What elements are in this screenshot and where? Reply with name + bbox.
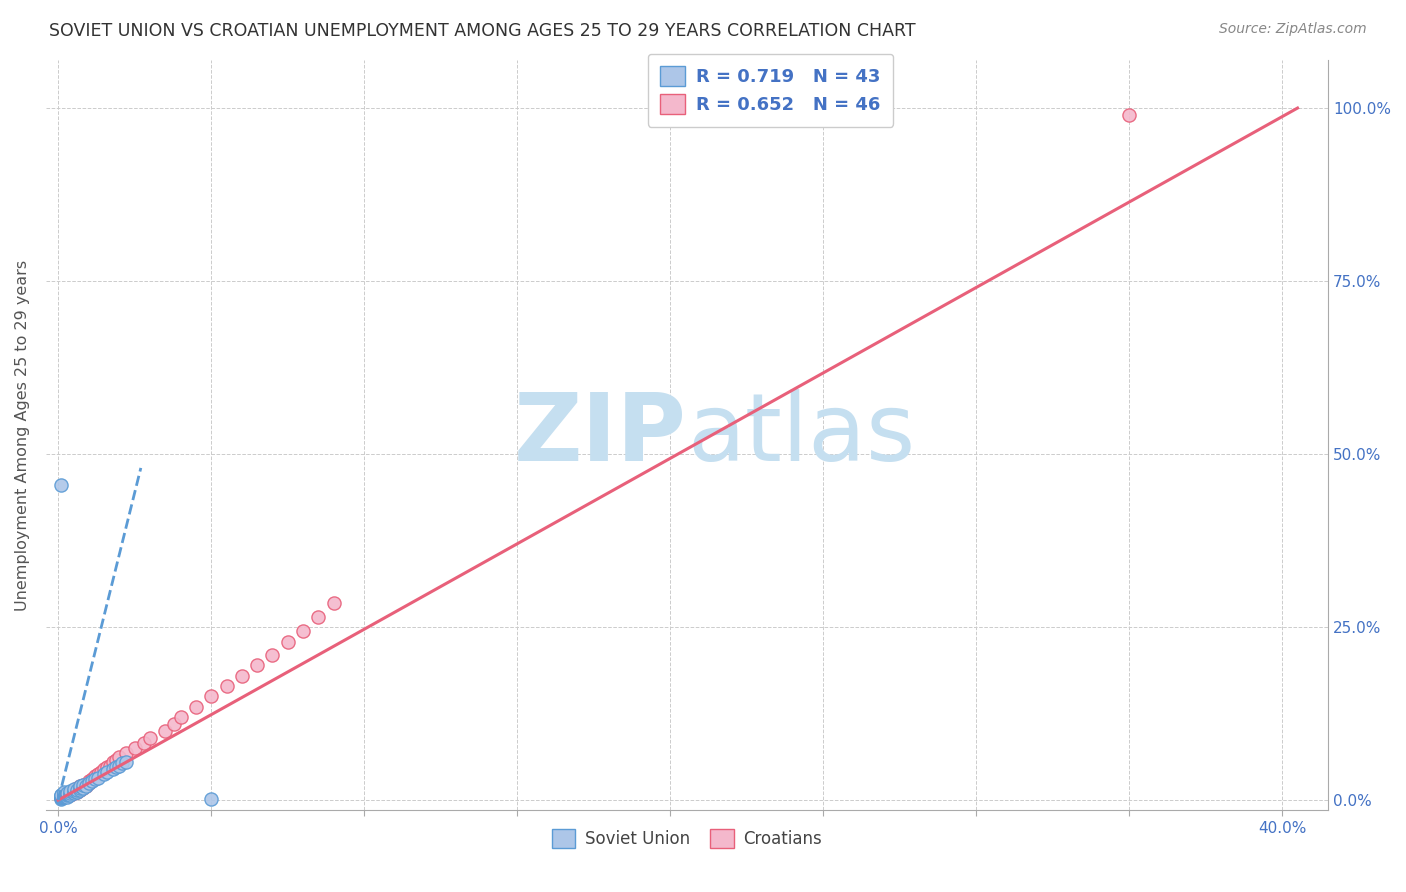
Point <box>231 668 253 682</box>
Point <box>163 717 186 731</box>
Point <box>51 789 73 803</box>
Point <box>51 789 73 804</box>
Point <box>75 779 97 793</box>
Point <box>215 679 238 693</box>
Point <box>124 741 146 756</box>
Point <box>87 767 110 781</box>
Point <box>114 755 136 769</box>
Point <box>84 769 107 783</box>
Point <box>59 786 82 800</box>
Point <box>200 690 222 704</box>
Point <box>114 746 136 760</box>
Point <box>80 772 103 787</box>
Point <box>84 772 107 787</box>
Point <box>59 785 82 799</box>
Point <box>69 779 91 793</box>
Point <box>51 788 73 802</box>
Point <box>200 791 222 805</box>
Point <box>65 785 87 799</box>
Point <box>103 762 125 776</box>
Point <box>62 784 84 798</box>
Point <box>72 778 94 792</box>
Point <box>77 773 100 788</box>
Point <box>56 789 79 803</box>
Point <box>108 758 131 772</box>
Point <box>103 755 125 769</box>
Point <box>87 771 110 785</box>
Point <box>53 790 76 805</box>
Point <box>111 756 134 771</box>
Point <box>62 786 84 800</box>
Legend: Soviet Union, Croatians: Soviet Union, Croatians <box>546 822 830 855</box>
Point <box>56 785 79 799</box>
Point <box>246 658 269 673</box>
Text: SOVIET UNION VS CROATIAN UNEMPLOYMENT AMONG AGES 25 TO 29 YEARS CORRELATION CHAR: SOVIET UNION VS CROATIAN UNEMPLOYMENT AM… <box>49 22 915 40</box>
Point <box>51 790 73 805</box>
Point <box>90 765 112 780</box>
Point <box>98 758 121 772</box>
Point <box>53 785 76 799</box>
Point <box>105 760 128 774</box>
Point <box>307 609 329 624</box>
Point <box>77 776 100 790</box>
Point <box>75 779 97 793</box>
Point <box>108 750 131 764</box>
Point <box>51 478 73 492</box>
Point <box>69 782 91 797</box>
Point <box>51 789 73 803</box>
Point <box>105 753 128 767</box>
Point <box>77 776 100 790</box>
Point <box>72 780 94 795</box>
Point <box>53 789 76 804</box>
Point <box>62 786 84 800</box>
Point <box>53 786 76 800</box>
Point <box>96 760 118 774</box>
Point <box>69 779 91 793</box>
Point <box>56 786 79 800</box>
Point <box>56 789 79 803</box>
Point <box>80 773 103 788</box>
Point <box>93 767 115 781</box>
Point <box>56 789 79 804</box>
Point <box>51 791 73 805</box>
Point <box>51 791 73 805</box>
Text: atlas: atlas <box>688 389 915 481</box>
Point <box>184 699 207 714</box>
Point <box>155 723 177 738</box>
Point <box>72 778 94 792</box>
Point <box>262 648 284 662</box>
Point <box>59 788 82 802</box>
Point <box>139 731 162 745</box>
Point <box>72 780 94 795</box>
Point <box>51 791 73 805</box>
Point <box>62 782 84 797</box>
Point <box>132 736 155 750</box>
Text: Source: ZipAtlas.com: Source: ZipAtlas.com <box>1219 22 1367 37</box>
Y-axis label: Unemployment Among Ages 25 to 29 years: Unemployment Among Ages 25 to 29 years <box>15 260 30 611</box>
Point <box>56 787 79 801</box>
Point <box>322 596 344 610</box>
Point <box>65 782 87 797</box>
Point <box>292 624 315 638</box>
Point <box>1118 108 1140 122</box>
Point <box>62 782 84 797</box>
Point <box>59 788 82 802</box>
Point <box>59 784 82 798</box>
Point <box>53 788 76 802</box>
Point <box>96 765 118 780</box>
Point <box>65 780 87 795</box>
Point <box>69 783 91 797</box>
Point <box>53 788 76 802</box>
Text: ZIP: ZIP <box>515 389 688 481</box>
Point <box>93 762 115 776</box>
Point <box>69 781 91 796</box>
Point <box>277 635 299 649</box>
Point <box>169 710 191 724</box>
Point <box>53 789 76 803</box>
Point <box>65 785 87 799</box>
